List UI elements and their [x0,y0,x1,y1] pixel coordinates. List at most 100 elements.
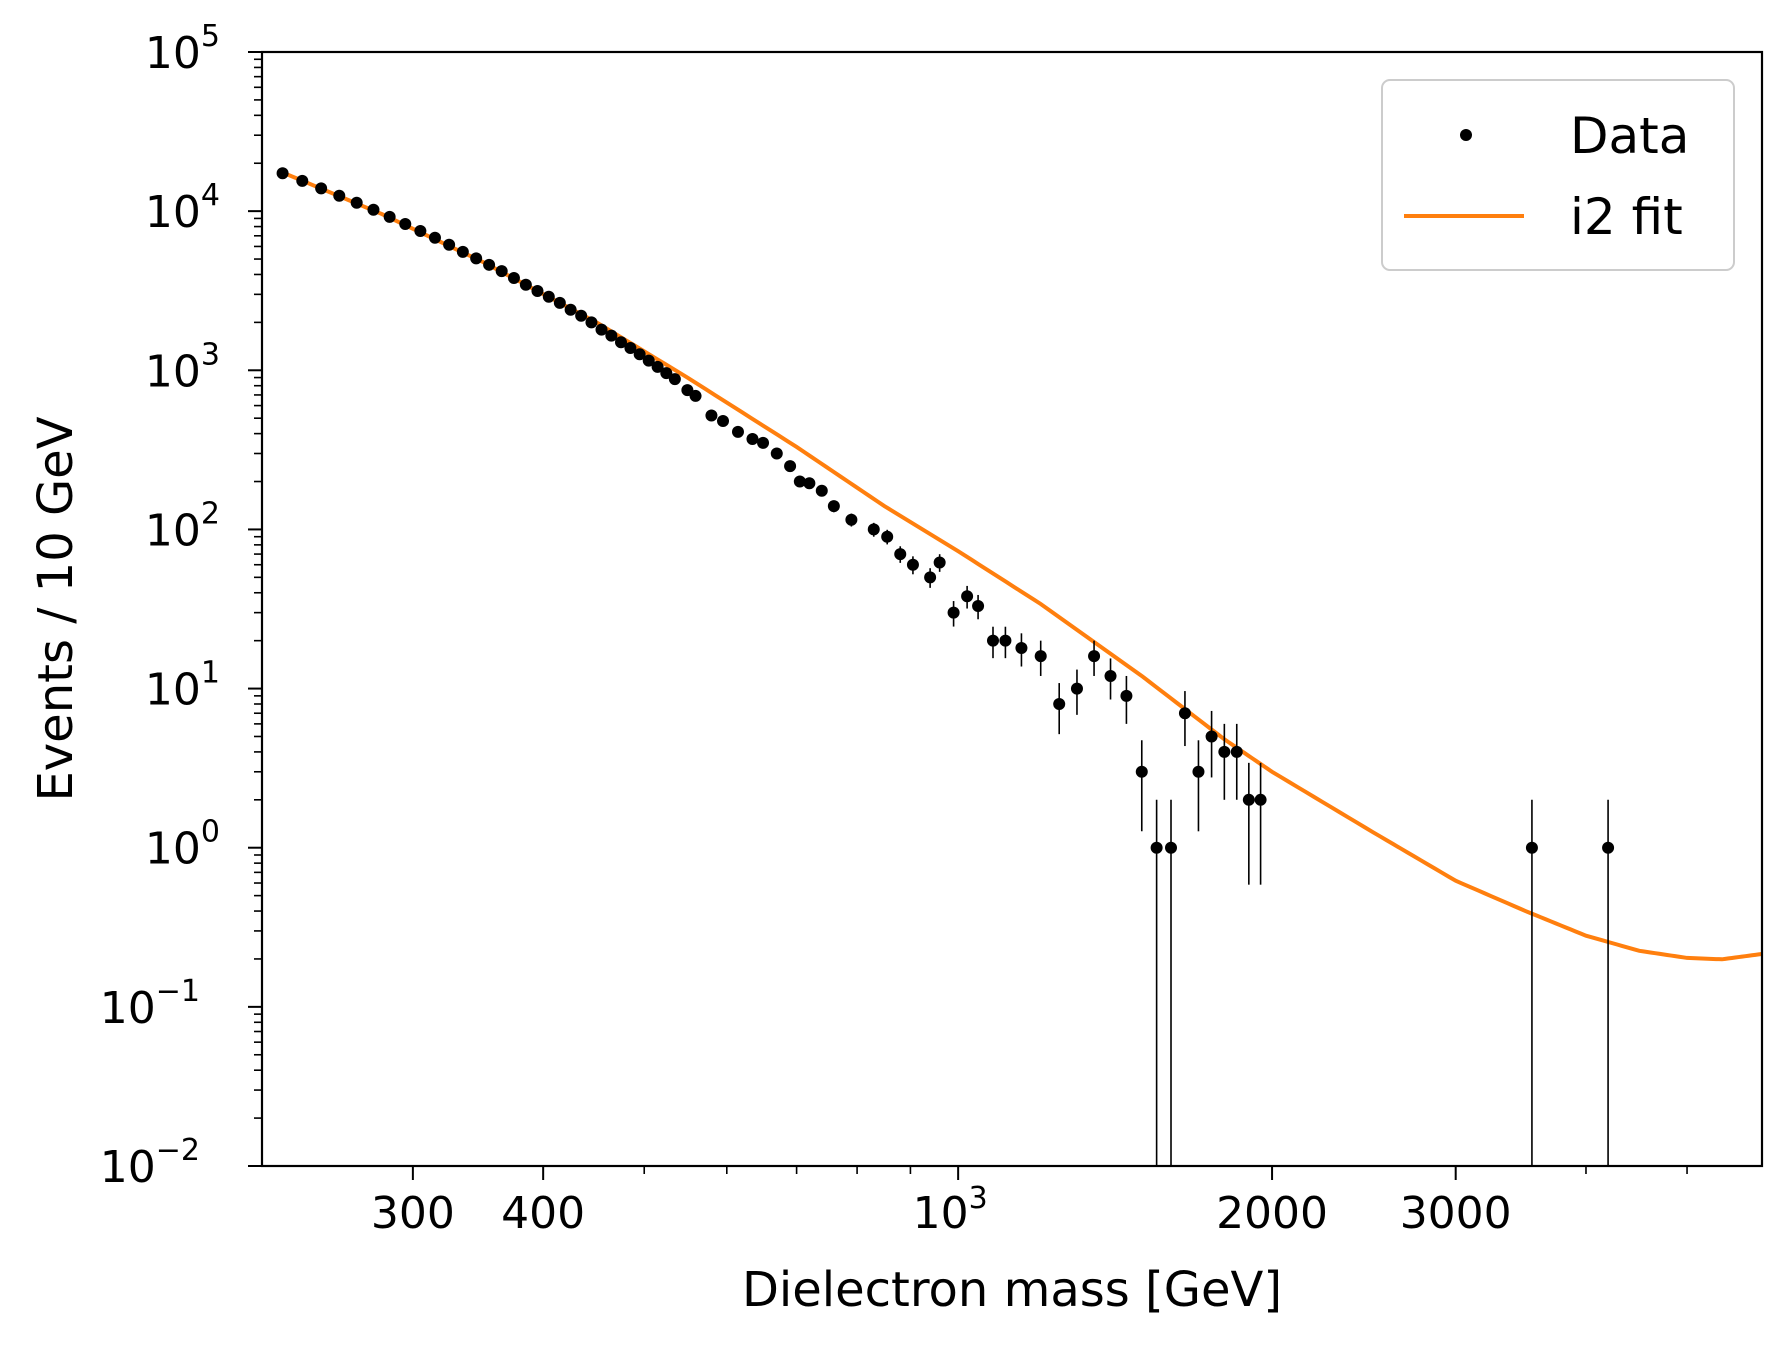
data-marker [999,634,1012,647]
data-marker [906,558,919,571]
data-marker [746,433,759,446]
data-marker [575,309,588,322]
data-marker [1165,841,1178,854]
data-marker [470,252,483,265]
data-point [1053,683,1066,735]
data-marker [1525,841,1538,854]
data-point [731,425,744,438]
legend-box [1381,79,1735,271]
legend-data-label: Data [1570,107,1689,165]
data-point [276,167,289,180]
data-point [803,477,816,490]
data-point [986,626,999,659]
data-marker [443,238,456,251]
y-tick-label: 103 [145,337,220,397]
data-point [507,272,520,285]
data-marker [1104,669,1117,682]
y-tick-exponent: 1 [201,656,220,691]
x-tick-label: 3000 [1400,1188,1512,1239]
y-tick-exponent: −1 [156,974,200,1009]
data-marker [1150,841,1163,854]
data-marker [507,272,520,285]
data-point [1088,640,1101,676]
data-point [1150,799,1163,1166]
data-marker [651,360,664,373]
data-point [894,546,907,563]
data-marker [1602,841,1615,854]
data-marker [815,484,828,497]
data-point [1218,723,1231,800]
legend-fit-label: i2 fit [1570,188,1683,246]
data-point [757,436,770,449]
data-marker [428,231,441,244]
y-tick-exponent: −2 [156,1133,200,1168]
data-point [651,360,664,373]
data-point [705,409,718,422]
data-point [845,513,858,527]
data-point [717,415,730,428]
data-marker [367,203,380,216]
data-marker [1242,793,1255,806]
data-point [414,225,427,238]
data-marker [1120,689,1133,702]
data-point [1192,740,1205,832]
data-marker [947,606,960,619]
data-point [553,296,566,309]
data-point [999,626,1012,659]
data-point [1165,799,1178,1166]
data-point [575,309,588,322]
data-point [1230,723,1243,800]
data-point [933,554,946,572]
data-marker [633,348,646,361]
data-marker [924,571,937,584]
data-marker [1218,745,1231,758]
data-point [1178,691,1191,747]
y-tick-exponent: 3 [201,337,220,372]
data-point [746,433,759,446]
data-point [924,568,937,588]
data-marker [542,290,555,303]
x-tick-label: 2000 [1216,1188,1328,1239]
data-marker [333,189,346,202]
data-marker [605,329,618,342]
data-marker [986,634,999,647]
y-tick-exponent: 2 [201,496,220,531]
y-tick-exponent: 4 [201,178,220,213]
data-point [296,174,309,187]
data-point [633,348,646,361]
data-point [624,342,637,355]
data-marker [972,600,985,613]
legend: Data i2 fit [1381,79,1735,271]
data-point [827,500,840,513]
y-axis-label: Events / 10 GeV [28,416,84,801]
data-marker [881,530,894,543]
data-point [399,218,412,231]
data-marker [827,500,840,513]
data-marker [731,425,744,438]
y-tick-exponent: 0 [201,815,220,850]
data-point [770,447,783,460]
data-marker [624,342,637,355]
data-point [972,594,985,620]
data-marker [296,174,309,187]
data-marker [705,409,718,422]
data-marker [350,196,363,209]
data-marker [564,303,577,316]
plot-frame [260,50,1764,1168]
data-marker [642,354,655,367]
data-point [1525,799,1538,1166]
data-marker [1254,793,1267,806]
data-point [605,329,618,342]
data-marker [383,210,396,223]
data-point [483,258,496,271]
data-point [367,203,380,216]
data-point [784,460,797,473]
data-point [531,284,544,297]
data-marker [1192,765,1205,778]
data-marker [1088,650,1101,663]
data-point [793,475,806,488]
data-point [642,354,655,367]
y-tick-label: 100 [145,815,220,875]
data-marker [519,278,532,291]
data-marker [614,336,627,349]
